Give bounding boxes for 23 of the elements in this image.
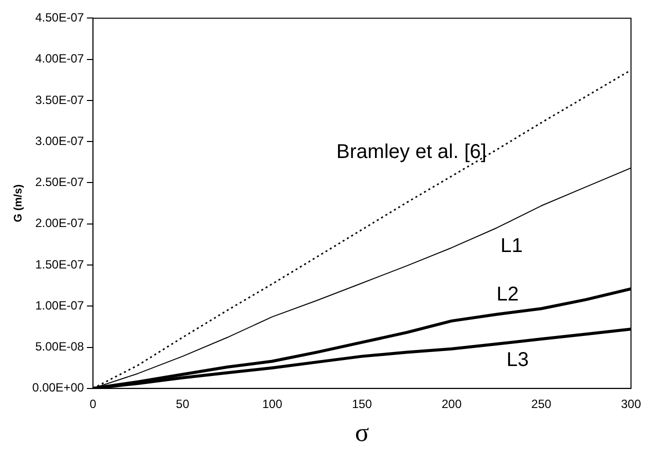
y-tick-label: 2.50E-07 — [35, 175, 84, 190]
series-label: Bramley et al. [6] — [336, 140, 486, 163]
series-label: L2 — [496, 283, 519, 306]
series-label: L3 — [506, 348, 529, 371]
x-tick-label: 50 — [176, 396, 190, 411]
y-tick-label: 5.00E-08 — [35, 340, 84, 354]
y-tick-label: 3.50E-07 — [35, 92, 84, 107]
x-tick-label: 200 — [442, 396, 462, 411]
y-tick-label: 3.00E-07 — [35, 134, 84, 148]
x-tick-label: 100 — [262, 396, 283, 411]
x-tick-label: 0 — [90, 396, 97, 411]
x-tick-label: 150 — [352, 396, 372, 411]
y-tick-label: 0.00E+00 — [32, 380, 84, 395]
x-tick-label: 300 — [620, 396, 642, 411]
y-axis-title: G (m/s) — [12, 184, 25, 222]
x-axis-title: σ — [354, 418, 369, 448]
y-tick-label: 2.00E-07 — [35, 216, 84, 230]
x-tick-label: 250 — [531, 396, 552, 411]
y-tick-label: 1.50E-07 — [35, 257, 84, 272]
y-tick-label: 4.50E-07 — [35, 10, 84, 25]
series-label: L1 — [500, 234, 523, 257]
y-tick-label: 4.00E-07 — [35, 52, 84, 66]
y-tick-label: 1.00E-07 — [35, 298, 84, 312]
